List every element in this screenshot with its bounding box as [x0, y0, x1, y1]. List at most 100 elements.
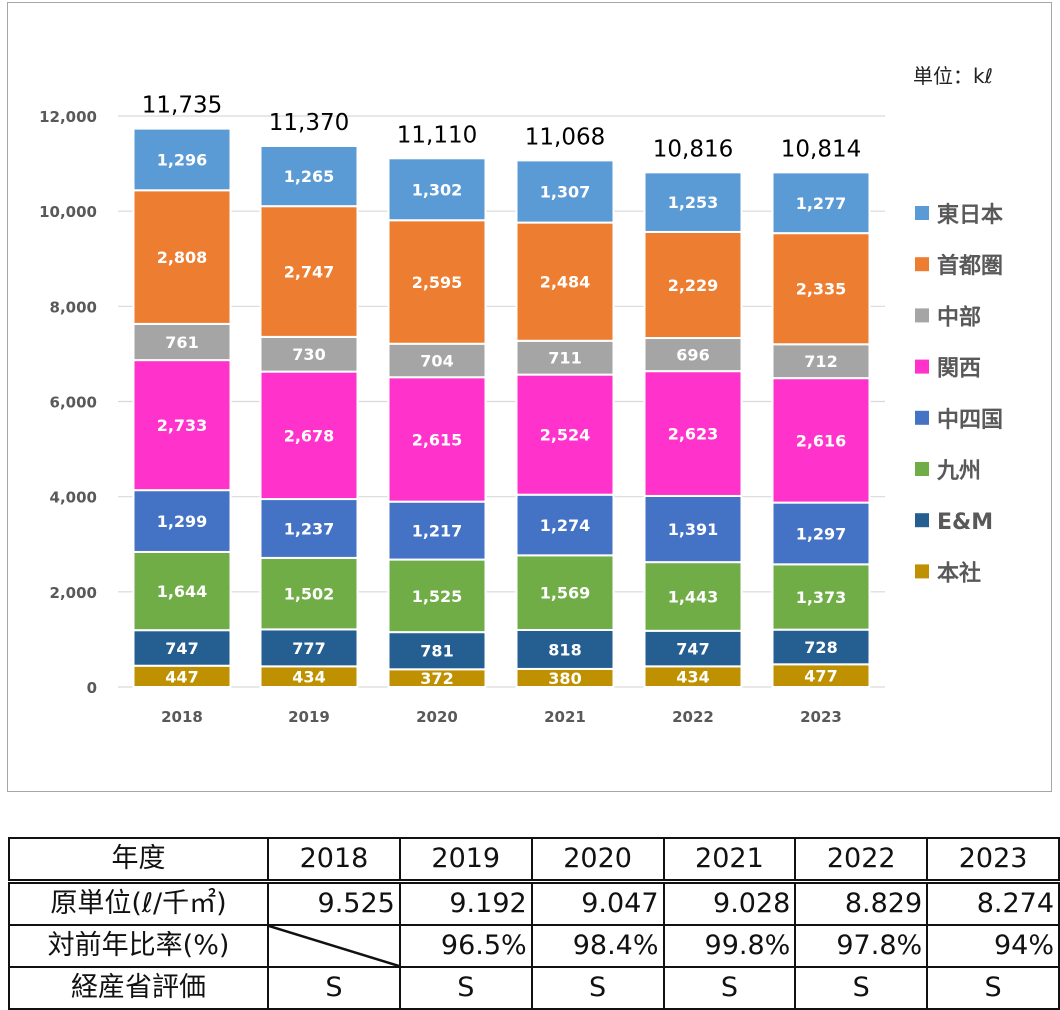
bar-segment: [515, 628, 615, 670]
table-cell: S: [662, 966, 797, 1010]
data-label: 1,265: [284, 167, 335, 186]
data-label: 447: [165, 667, 198, 686]
bar-segment: [515, 221, 615, 342]
legend-label: 中四国: [937, 408, 1003, 433]
bar-segment: [387, 558, 487, 634]
bar-segment: [259, 335, 359, 373]
y-tick-label: 0: [87, 679, 97, 697]
bar-segment: [387, 157, 487, 222]
data-label: 2,808: [157, 248, 208, 267]
data-label: 2,484: [540, 273, 591, 292]
bar-segment: [771, 628, 871, 666]
bar-segment: [771, 232, 871, 346]
table-row: 経産省評価 S S S S S S: [7, 966, 1060, 1010]
header-cell: 2018: [267, 837, 401, 884]
y-tick-label: 12,000: [39, 108, 97, 126]
data-label: 434: [676, 668, 709, 687]
bar-segment: [771, 501, 871, 566]
table-cell: S: [794, 966, 929, 1010]
table-cell: S: [267, 966, 401, 1010]
table-cell: 96.5%: [398, 924, 533, 968]
data-label: 747: [676, 640, 709, 659]
bar-segment: [515, 159, 615, 224]
bar-segment: [643, 494, 743, 564]
header-cell: 年度: [7, 837, 270, 884]
header-cell: 2023: [926, 837, 1060, 884]
bar-segment: [387, 631, 487, 671]
legend-label: 中部: [937, 304, 981, 330]
data-label: 1,277: [796, 194, 847, 213]
data-label: 2,733: [157, 416, 208, 435]
table-cell: 8.274: [926, 880, 1060, 926]
table-cell: 9.047: [530, 880, 665, 926]
bar-segment: [259, 498, 359, 559]
total-label: 10,816: [653, 136, 733, 162]
y-tick-label: 8,000: [50, 298, 97, 316]
y-tick-label: 2,000: [50, 584, 97, 602]
table-header-row: 年度 2018 2019 2020 2021 2022 2023: [7, 837, 1060, 884]
unit-label: 単位：kℓ: [913, 64, 993, 88]
legend-swatch: [915, 257, 929, 272]
data-label: 1,297: [796, 524, 847, 543]
data-label: 818: [548, 640, 581, 659]
data-label: 2,678: [284, 426, 335, 445]
bar-segment: [132, 322, 232, 362]
bar-segment: [643, 171, 743, 233]
legend-swatch: [915, 410, 929, 425]
data-label: 2,595: [412, 273, 463, 292]
x-tick-label: 2018: [161, 708, 203, 726]
diagonal-empty-cell: [267, 924, 401, 968]
header-cell: 2020: [530, 837, 665, 884]
table-cell: 98.4%: [530, 924, 665, 968]
data-label: 696: [676, 346, 709, 365]
data-label: 1,373: [796, 588, 847, 607]
y-tick-label: 6,000: [50, 394, 97, 412]
header-cell: 2021: [662, 837, 797, 884]
bar-segment: [387, 219, 487, 345]
data-label: 1,307: [540, 182, 591, 201]
bar-segment: [515, 373, 615, 496]
stacked-bar-chart: 0 2,000 4,000 6,000 8,000 10,000 12,000 447 747 1…: [39, 93, 1003, 726]
legend-label: E&M: [937, 510, 993, 535]
bar-segment: [643, 561, 743, 632]
data-label: 2,747: [284, 263, 335, 282]
legend-swatch: [915, 308, 929, 323]
y-tick-label: 4,000: [50, 489, 97, 507]
bar-segment: [643, 337, 743, 373]
bar-segment: [132, 550, 232, 632]
data-label: 1,253: [668, 193, 719, 212]
data-label: 1,274: [540, 516, 591, 535]
x-tick-label: 2022: [672, 708, 714, 726]
legend-swatch: [915, 462, 929, 476]
legend-label: 首都圏: [937, 253, 1003, 279]
bar-segment: [132, 189, 232, 325]
table-cell: 99.8%: [662, 924, 797, 968]
x-tick-label: 2021: [544, 708, 586, 726]
row-label: 経産省評価: [7, 966, 270, 1010]
legend-label: 本社: [937, 560, 981, 586]
table-cell: 9.028: [662, 880, 797, 926]
data-label: 1,644: [157, 582, 208, 601]
bar-segment: [771, 343, 871, 380]
bar-segment: [771, 171, 871, 235]
data-label: 434: [292, 668, 325, 687]
bar-segment: [259, 370, 359, 501]
data-label: 712: [804, 352, 837, 371]
data-label: 1,302: [412, 180, 463, 199]
table-cell: S: [926, 966, 1060, 1010]
table-cell: 9.525: [267, 880, 401, 926]
table-cell: 97.8%: [794, 924, 929, 968]
data-label: 2,335: [796, 280, 847, 299]
bar-segment: [771, 563, 871, 631]
data-label: 380: [548, 669, 581, 688]
data-label: 2,615: [412, 430, 463, 449]
data-label: 777: [292, 639, 325, 658]
data-label: 2,229: [668, 276, 719, 295]
data-label: 728: [804, 638, 837, 657]
x-tick-label: 2020: [416, 708, 458, 726]
legend-swatch: [915, 564, 929, 579]
legend-label: 九州: [936, 459, 981, 484]
row-label: 対前年比率(%): [7, 924, 270, 968]
data-label: 1,525: [412, 587, 463, 606]
table-cell: 9.192: [398, 880, 533, 926]
